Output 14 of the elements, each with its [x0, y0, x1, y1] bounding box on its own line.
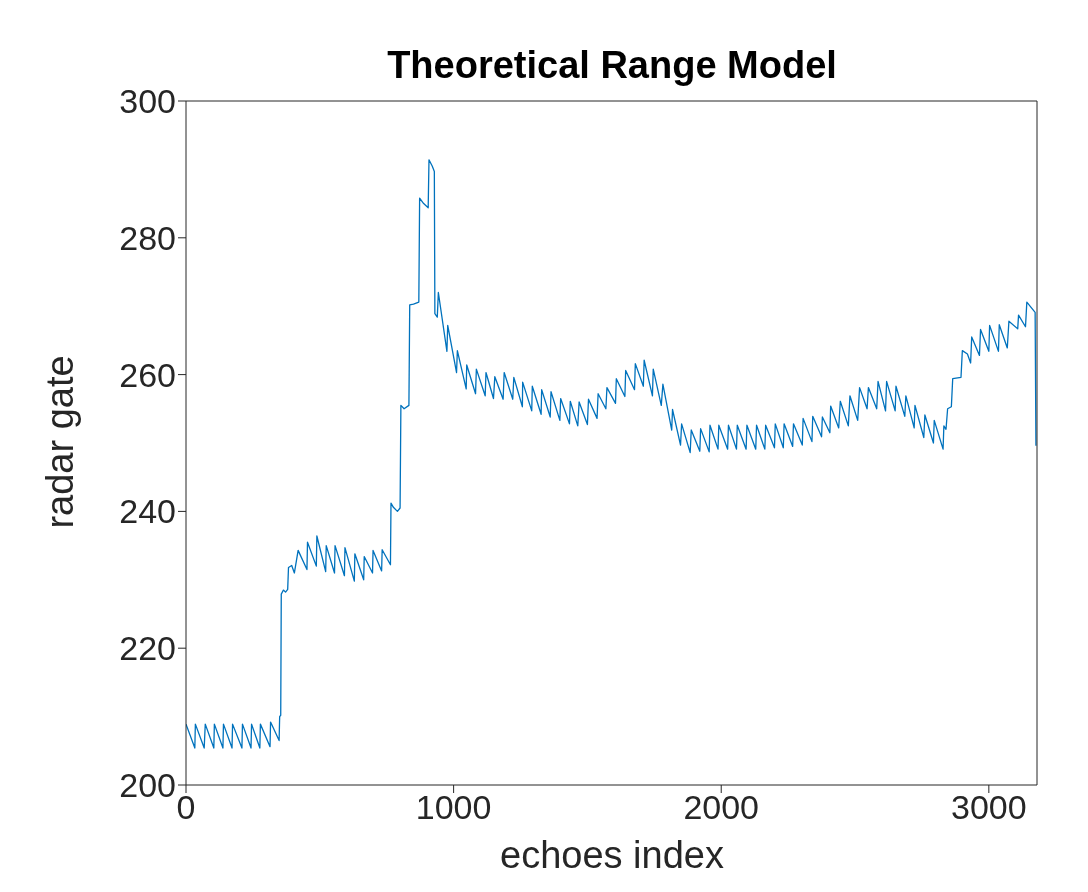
y-tick-label: 200 [119, 766, 176, 805]
chart-title: Theoretical Range Model [386, 44, 838, 87]
y-tick-label: 280 [119, 218, 176, 257]
x-tick-label: 3000 [951, 788, 1027, 827]
x-tick-label: 2000 [683, 788, 760, 827]
y-axis-title: radar gate [38, 355, 82, 529]
x-tick-label: 1000 [415, 788, 492, 827]
y-tick-label: 260 [119, 355, 176, 394]
y-tick-label: 300 [119, 82, 176, 121]
y-tick-label: 240 [119, 492, 176, 531]
y-tick-label: 220 [119, 629, 176, 668]
line-series [186, 159, 1037, 749]
x-tick-label: 0 [176, 788, 196, 827]
x-axis-title: echoes index [499, 834, 725, 877]
